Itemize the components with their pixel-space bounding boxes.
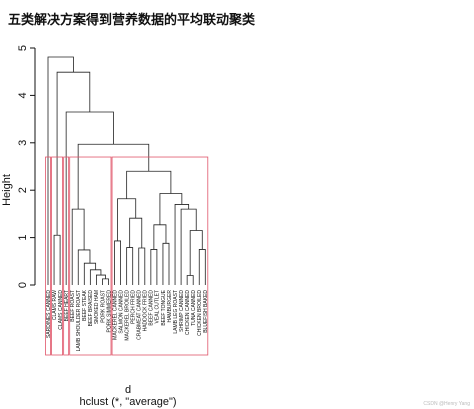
dendrogram-link — [189, 230, 203, 276]
leaf-label: CRABMEAT CANNED — [137, 290, 143, 340]
y-tick-label: 1 — [17, 235, 29, 241]
leaf-label: PERCH FRIED — [131, 290, 137, 324]
leaf-label: BEEF STEAK — [82, 289, 88, 321]
y-tick-label: 0 — [17, 282, 29, 288]
dendrogram-link — [96, 274, 106, 285]
leaf-label: BLUEFISH BAKED — [203, 290, 209, 333]
y-axis-label: Height — [1, 174, 13, 206]
leaf-label: HADDOCK FRIED — [143, 290, 149, 332]
y-tick-label: 3 — [17, 140, 29, 146]
dendrogram-link — [138, 247, 146, 285]
dendrogram-link — [174, 204, 190, 285]
leaf-label: BEEF TONGUE — [161, 289, 167, 325]
y-tick-label: 4 — [17, 92, 29, 98]
subtitle: hclust (*, "average") — [79, 396, 176, 408]
dendrogram-link — [117, 198, 137, 241]
dendrogram-link — [56, 71, 91, 236]
dendrogram-link — [102, 278, 109, 285]
leaf-label: SMOKED HAM — [94, 290, 100, 324]
y-tick-label: 2 — [17, 187, 29, 193]
leaf-label: CLAMS RAW — [52, 290, 58, 320]
dendrogram-link — [159, 193, 183, 225]
leaf-label: BEEF CANNED — [149, 290, 155, 326]
leaf-label: MACKEREL CANNED — [112, 290, 118, 340]
leaf-label: TUNA CANNED — [191, 290, 197, 326]
leaf-label: PORK ROAST — [100, 290, 106, 323]
leaf-label: LAMB SHOULDER ROAST — [76, 290, 82, 351]
chart-title: 五类解决方案得到营养数据的平均联动聚类 — [8, 12, 256, 28]
dendrogram-link — [180, 208, 197, 285]
dendrogram-link — [77, 143, 150, 210]
leaf-label: CHICKEN BROILED — [197, 290, 203, 336]
cluster-box — [69, 156, 112, 356]
dendrogram-link — [153, 224, 167, 250]
dendrogram-link — [150, 249, 158, 285]
x-axis-label: d — [125, 384, 131, 396]
cluster-box — [51, 156, 63, 356]
leaf-label: HAMBURGER — [167, 290, 173, 323]
leaf-label: SHRIMP CANNED — [179, 290, 185, 332]
leaf-label: VEAL CUTLET — [155, 290, 161, 323]
watermark: CSDN @Henry Yang — [423, 401, 470, 407]
dendrogram-link — [198, 249, 206, 285]
dendrogram-link — [126, 247, 134, 285]
cluster-box — [45, 156, 51, 356]
dendrogram-link — [186, 275, 194, 285]
leaf-label: CLAMS CANNED — [58, 290, 64, 330]
leaf-label: MACKEREL BROILED — [124, 290, 130, 341]
cluster-box — [63, 156, 70, 356]
dendrogram-link — [162, 242, 170, 285]
leaf-label: SALMON CANNED — [118, 290, 124, 334]
dendrogram-link — [114, 240, 121, 285]
dendrogram-link — [89, 269, 102, 285]
cluster-box — [111, 156, 209, 356]
leaf-label: SARDINES CANNED — [46, 290, 52, 338]
leaf-label: PORK SIMMERED — [106, 290, 112, 333]
leaf-label: BEEF HEART — [64, 290, 70, 321]
leaf-label: BEEF ROAST — [70, 290, 76, 322]
dendrogram-link — [126, 170, 172, 199]
dendrogram-link — [129, 217, 143, 249]
leaf-label: LAMB LEG ROAST — [173, 290, 179, 334]
leaf-label: CHICKEN CANNED — [185, 290, 191, 335]
leaf-label: BEEF BRAISED — [88, 290, 94, 327]
dendrogram-link — [47, 56, 74, 285]
y-tick-label: 5 — [17, 45, 29, 51]
dendrogram-link — [53, 234, 61, 285]
